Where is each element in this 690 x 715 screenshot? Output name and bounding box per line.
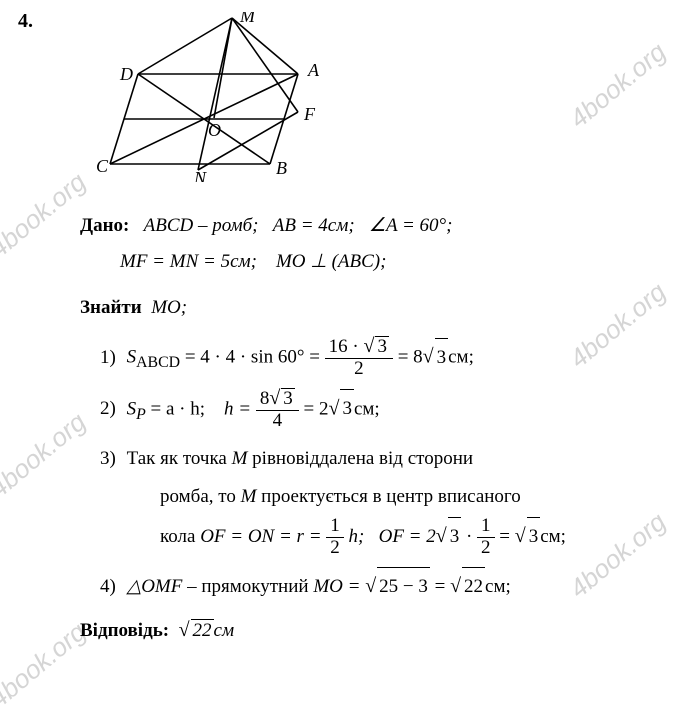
step1-eq: = 4 · 4 · sin 60° = — [185, 347, 325, 368]
s4-eq: = — [435, 576, 450, 597]
s2-rhs: = 2 — [304, 398, 329, 419]
svg-text:O: O — [208, 120, 221, 140]
s4-mo: MO = — [313, 576, 365, 597]
s1-fn-sqrt: 3 — [375, 336, 389, 358]
s3-M: M — [232, 448, 248, 469]
s3-h2d: 2 — [477, 537, 495, 559]
s2-lhs: S — [127, 398, 137, 419]
s3-res: 3 — [527, 517, 541, 556]
s4-s2: 22 — [462, 567, 485, 606]
s3-t4: проектується в центр вписаного — [261, 486, 521, 507]
s3-ofon: OF = ON = r = — [200, 526, 326, 547]
given-section: Дано: ABCD – ромб; AB = 4см; ∠A = 60°; M… — [80, 208, 660, 280]
s1-unit: см; — [448, 347, 474, 368]
svg-text:C: C — [96, 156, 109, 176]
geometry-diagram: M D A C B N F O — [90, 12, 660, 188]
s2-fd: 4 — [256, 410, 299, 432]
find-value: MO; — [151, 297, 187, 318]
s3-h2n: 1 — [477, 516, 495, 537]
s2-unit: см; — [354, 398, 380, 419]
answer-unit: см — [214, 620, 235, 641]
s2-fn: 8 — [260, 388, 270, 409]
given-2: AB = 4см; — [273, 215, 355, 236]
step-2: 2) SP = a · h; h = 8√3 4 = 2√3см; — [100, 388, 660, 432]
find-label: Знайти — [80, 297, 142, 318]
given-3: ∠A = 60°; — [369, 215, 453, 236]
step1-frac: 16 · √3 2 — [325, 336, 393, 380]
s3-t1: Так як точка — [127, 448, 232, 469]
svg-text:B: B — [276, 158, 287, 178]
answer-label: Відповідь: — [80, 620, 169, 641]
s3-dot: · — [466, 526, 477, 547]
s2-sub: P — [136, 406, 146, 423]
s4-tri: △OMF – — [127, 576, 202, 597]
s2-eq1: = a · h; — [151, 398, 206, 419]
s1-fn: 16 · — [329, 336, 364, 357]
s3-t5: кола — [160, 526, 200, 547]
svg-text:A: A — [307, 60, 320, 80]
svg-text:D: D — [119, 64, 133, 84]
answer-sqrt: 22 — [191, 619, 214, 642]
s3-hn: 1 — [326, 516, 344, 537]
s2-rhs-sqrt: 3 — [340, 389, 354, 428]
s3-h: h; — [349, 526, 365, 547]
step1-num: 1) — [100, 347, 116, 368]
s2-h: h = — [224, 398, 256, 419]
step3-num: 3) — [100, 448, 116, 469]
step1-sub: ABCD — [136, 354, 180, 371]
given-1: ABCD – ромб; — [144, 215, 259, 236]
step1-lhs: S — [127, 347, 137, 368]
problem-number: 4. — [18, 10, 33, 33]
step4-num: 4) — [100, 576, 116, 597]
s3-half2: 12 — [477, 516, 495, 559]
step-4: 4) △OMF – прямокутний MO = √25 − 3 = √22… — [100, 567, 660, 607]
s2-frac: 8√3 4 — [256, 388, 299, 432]
s1-rhs-sqrt: 3 — [435, 338, 449, 377]
s3-M2: M — [241, 486, 257, 507]
svg-text:F: F — [303, 104, 316, 124]
s4-unit: см; — [485, 576, 511, 597]
find-section: Знайти MO; — [80, 290, 660, 326]
answer-section: Відповідь: √22см — [80, 619, 660, 642]
svg-text:N: N — [193, 168, 207, 182]
step-3: 3) Так як точка M рівновіддалена від сто… — [100, 440, 660, 559]
s3-unit: см; — [540, 526, 566, 547]
s3-half: 12 — [326, 516, 344, 559]
s2-fn-sqrt: 3 — [281, 388, 295, 410]
svg-text:M: M — [239, 12, 256, 26]
step2-num: 2) — [100, 398, 116, 419]
s3-hd: 2 — [326, 537, 344, 559]
s3-of2: OF = 2 — [379, 526, 436, 547]
given-4: MF = MN = 5см; — [120, 251, 257, 272]
s4-s1: 25 − 3 — [377, 567, 430, 606]
s3-eq: = — [499, 526, 514, 547]
page-content: M D A C B N F O Дано: ABCD – ромб; AB = 4см; ∠A… — [60, 12, 660, 642]
step-1: 1) SABCD = 4 · 4 · sin 60° = 16 · √3 2 =… — [100, 336, 660, 380]
s4-word: прямокутний — [201, 576, 313, 597]
s3-of2s: 3 — [448, 517, 462, 556]
s1-rhs: = 8 — [398, 347, 423, 368]
given-label: Дано: — [80, 215, 129, 236]
given-5: MO ⊥ (ABC); — [276, 251, 386, 272]
s3-t2: рівновіддалена від сторони — [252, 448, 473, 469]
s1-fd: 2 — [325, 358, 393, 380]
s3-t3: ромба, то — [160, 486, 241, 507]
